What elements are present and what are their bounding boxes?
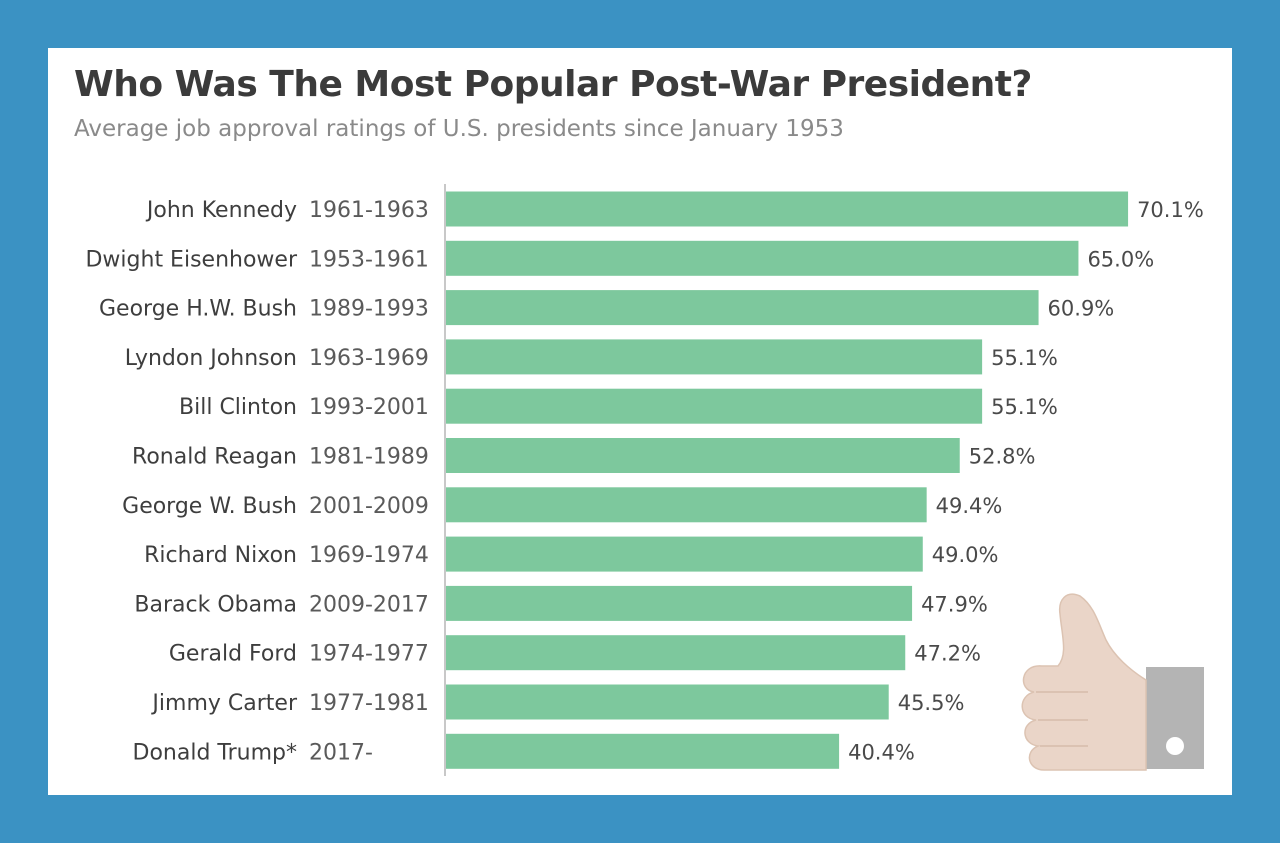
category-label-name: Donald Trump* xyxy=(133,740,297,765)
category-label-name: Barack Obama xyxy=(134,592,297,617)
data-label: 45.5% xyxy=(898,691,965,715)
bar xyxy=(446,487,927,523)
data-label: 60.9% xyxy=(1048,297,1115,321)
bar xyxy=(446,536,923,572)
data-label: 55.1% xyxy=(991,395,1058,419)
bar xyxy=(446,339,983,375)
data-label: 40.4% xyxy=(848,740,915,764)
data-label: 65.0% xyxy=(1087,247,1154,271)
data-label: 55.1% xyxy=(991,346,1058,370)
data-label: 47.9% xyxy=(921,592,988,616)
data-label: 52.8% xyxy=(969,445,1036,469)
category-label-years: 1969-1974 xyxy=(309,543,429,568)
category-label-name: Bill Clinton xyxy=(179,395,297,420)
category-label-years: 1977-1981 xyxy=(309,691,429,716)
category-label-name: Richard Nixon xyxy=(144,543,297,568)
data-label: 47.2% xyxy=(914,642,981,666)
bar xyxy=(446,438,960,473)
thumbs-up-icon xyxy=(1021,593,1204,771)
data-label: 70.1% xyxy=(1137,198,1204,222)
bars-layer: John Kennedy 1961-1963 70.1% Dwight Eisenho… xyxy=(85,191,1204,769)
category-label-years: 2009-2017 xyxy=(309,592,429,617)
category-label-years: 1963-1969 xyxy=(309,346,429,371)
category-label-name: Ronald Reagan xyxy=(132,445,297,470)
bar xyxy=(446,290,1039,326)
category-label-name: Lyndon Johnson xyxy=(125,346,297,371)
category-label-name: Gerald Ford xyxy=(169,642,297,667)
chart-title: Who Was The Most Popular Post-War Presid… xyxy=(74,64,1032,105)
data-label: 49.0% xyxy=(932,543,999,567)
category-label-name: Dwight Eisenhower xyxy=(85,247,297,272)
bar-chart: John Kennedy 1961-1963 70.1% Dwight Eisenho… xyxy=(85,184,1204,776)
data-label: 49.4% xyxy=(936,494,1003,518)
category-label-years: 2001-2009 xyxy=(309,494,429,519)
category-label-name: George H.W. Bush xyxy=(99,297,297,322)
category-label-name: Jimmy Carter xyxy=(150,691,298,716)
bar xyxy=(446,388,983,424)
bar xyxy=(446,635,906,671)
category-label-years: 1993-2001 xyxy=(309,395,429,420)
category-label-name: John Kennedy xyxy=(145,198,297,223)
bar xyxy=(446,191,1129,227)
bar xyxy=(446,240,1079,276)
category-label-years: 1953-1961 xyxy=(309,247,429,272)
category-label-years: 2017- xyxy=(309,740,373,765)
chart-subtitle: Average job approval ratings of U.S. pre… xyxy=(74,116,844,142)
category-label-name: George W. Bush xyxy=(122,494,297,519)
category-label-years: 1974-1977 xyxy=(309,642,429,667)
category-label-years: 1961-1963 xyxy=(309,198,429,223)
bar xyxy=(446,585,913,621)
bar xyxy=(446,684,889,720)
category-label-years: 1981-1989 xyxy=(309,445,429,470)
bar xyxy=(446,733,840,769)
chart-card: Who Was The Most Popular Post-War Presid… xyxy=(48,48,1232,795)
category-label-years: 1989-1993 xyxy=(309,297,429,322)
